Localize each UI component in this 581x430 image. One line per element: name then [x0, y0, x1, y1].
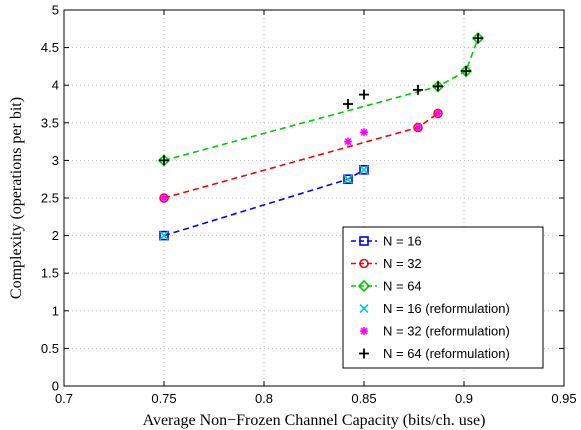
legend-label: N = 64 (reformulation)	[383, 346, 510, 361]
y-tick-label: 4	[52, 78, 59, 93]
legend-entry: N = 64	[351, 279, 422, 294]
data-point	[160, 194, 168, 202]
data-point	[343, 174, 353, 184]
data-point	[473, 33, 483, 44]
series-5	[159, 33, 483, 166]
axis-ticks: 0.7 0.75 0.8 0.85 0.9 0.95 0 0.5 1 1.5 2 2.5 3 3.5 4 4.…	[41, 3, 577, 407]
series-line	[163, 37, 479, 162]
legend-marker	[359, 303, 369, 314]
legend-entry: N = 32	[351, 256, 422, 271]
y-tick-label: 5	[52, 3, 59, 18]
data-point	[359, 89, 369, 100]
y-tick-label: 3	[52, 153, 59, 168]
y-tick-label: 0.5	[41, 341, 59, 356]
data-point	[434, 109, 442, 118]
data-point	[461, 66, 471, 77]
legend-label: N = 64	[383, 279, 422, 294]
data-point	[360, 128, 368, 137]
legend-marker	[359, 258, 369, 269]
x-tick-label: 0.7	[55, 391, 73, 406]
x-tick-label: 0.9	[455, 391, 473, 406]
data-point	[159, 155, 169, 166]
y-tick-label: 0	[52, 379, 59, 394]
y-tick-label: 1	[52, 303, 59, 318]
data-point	[343, 174, 353, 184]
legend-marker	[359, 236, 369, 246]
y-tick-label: 3.5	[41, 115, 59, 130]
legend-label: N = 32 (reformulation)	[383, 324, 510, 339]
y-tick-label: 2.5	[41, 191, 59, 206]
legend-marker	[357, 279, 371, 293]
series-4	[160, 109, 442, 202]
legend-marker	[360, 327, 368, 335]
legend-marker	[359, 348, 369, 359]
series-3	[159, 165, 369, 241]
x-tick-label: 0.75	[151, 391, 176, 406]
legend: N = 16 N = 32 N = 64 N = 16 (reformulation)…	[342, 226, 544, 369]
y-tick-label: 4.5	[41, 40, 59, 55]
data-point	[359, 165, 369, 175]
legend-box	[342, 226, 544, 369]
x-axis-label: Average Non−Frozen Channel Capacity (bit…	[143, 412, 486, 429]
y-axis-label: Complexity (operations per bit)	[8, 97, 25, 299]
legend-entry: N = 64 (reformulation)	[359, 346, 510, 361]
x-tick-label: 0.95	[551, 391, 576, 406]
legend-entry: N = 16	[351, 234, 422, 249]
x-tick-label: 0.8	[255, 391, 273, 406]
legend-entry: N = 32 (reformulation)	[360, 324, 510, 339]
x-tick-label: 0.85	[351, 391, 376, 406]
legend-label: N = 16 (reformulation)	[383, 301, 510, 316]
data-point	[359, 165, 369, 175]
series-layer	[157, 32, 485, 241]
data-point	[413, 84, 423, 95]
data-point	[414, 123, 422, 132]
data-point	[159, 231, 169, 241]
data-point	[433, 81, 443, 92]
y-tick-label: 1.5	[41, 266, 59, 281]
data-point	[344, 137, 352, 146]
legend-entry: N = 16 (reformulation)	[359, 301, 510, 316]
data-point	[343, 99, 353, 109]
legend-label: N = 32	[383, 256, 422, 271]
legend-label: N = 16	[383, 234, 422, 249]
y-tick-label: 2	[52, 228, 59, 243]
data-point	[159, 230, 169, 241]
